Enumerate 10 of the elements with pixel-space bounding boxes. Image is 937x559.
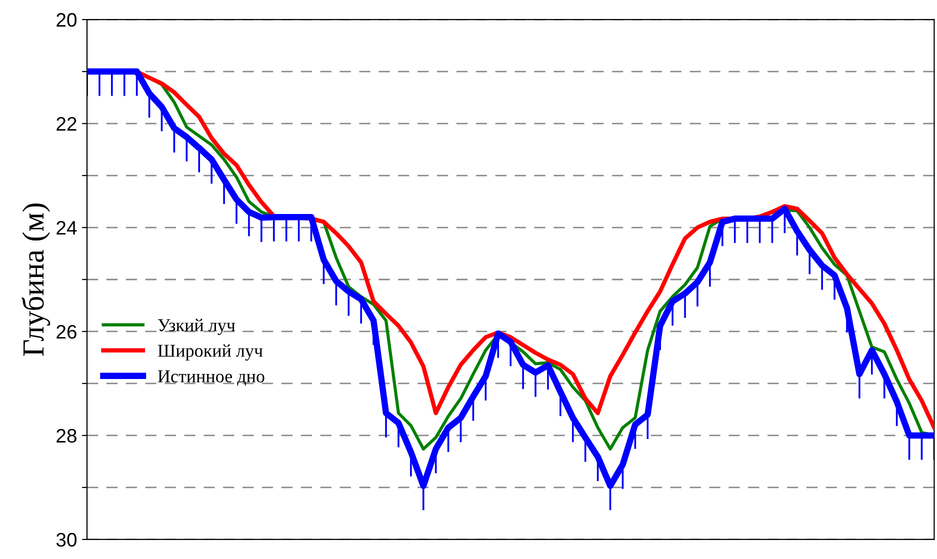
- y-tick-label: 26: [56, 324, 76, 339]
- legend-label: Узкий луч: [158, 318, 236, 336]
- y-tick-label: 30: [56, 532, 77, 547]
- y-tick-label: 22: [56, 117, 76, 131]
- legend-label: Широкий луч: [158, 344, 263, 361]
- y-tick-label: 20: [56, 13, 77, 27]
- y-axis-title: Глубина (м): [22, 204, 50, 356]
- y-tick-label: 28: [56, 428, 76, 443]
- legend-label: Истинное дно: [158, 370, 264, 386]
- y-tick-label: 24: [56, 220, 77, 235]
